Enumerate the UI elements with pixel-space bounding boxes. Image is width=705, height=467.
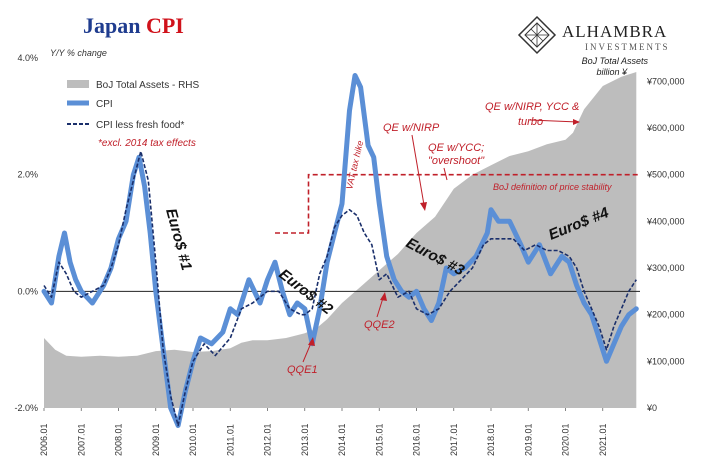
arrow-head-qe-nirp-ycc xyxy=(573,119,580,125)
series-core-cpi-line xyxy=(43,150,637,427)
annotation-euro1: Euro$ #1 xyxy=(162,207,195,273)
rhs-title-line2: billion ¥ xyxy=(596,67,628,77)
title-part-2: CPI xyxy=(146,13,184,38)
x-tick-label: 2009.01 xyxy=(151,423,161,456)
annotation-qe-ycc: QE w/YCC; xyxy=(428,142,484,154)
rhs-title-line1: BoJ Total Assets xyxy=(582,56,649,66)
arrow-head-qqe1 xyxy=(308,337,315,346)
annotation-stability: BoJ definition of price stability xyxy=(493,182,612,192)
annotation-qe-ycc-2: "overshoot" xyxy=(428,155,485,167)
x-tick-label: 2017.01 xyxy=(449,423,459,456)
x-tick-label: 2012.01 xyxy=(263,423,273,456)
chart-title: Japan CPI xyxy=(83,13,184,38)
legend-label-cpi: CPI xyxy=(96,99,113,110)
x-tick-label: 2015.01 xyxy=(374,423,384,456)
y2-tick-label: ¥0 xyxy=(646,403,657,413)
arrow-head-qe-nirp xyxy=(420,202,427,211)
x-tick-label: 2007.01 xyxy=(76,423,86,456)
y-tick-label: 0.0% xyxy=(17,286,38,296)
arrow-qqe1 xyxy=(302,342,312,363)
y-tick-label: 2.0% xyxy=(17,170,38,180)
price-stability-line xyxy=(275,173,640,234)
arrow-qe-nirp-ycc xyxy=(529,119,579,123)
x-tick-label: 2006.01 xyxy=(39,423,49,456)
legend-label-assets: BoJ Total Assets - RHS xyxy=(96,80,200,91)
x-tick-label: 2008.01 xyxy=(114,423,124,456)
plot-area xyxy=(41,72,640,428)
y2-tick-label: ¥600,000 xyxy=(646,123,685,133)
arrow-qe-ycc xyxy=(443,167,448,181)
y2-tick-label: ¥500,000 xyxy=(646,170,685,180)
alhambra-logo: ALHAMBRA INVESTMENTS xyxy=(517,15,670,55)
legend-label-core: CPI less fresh food* xyxy=(96,120,184,131)
annotation-qe-nirp-ycc-2: turbo xyxy=(518,116,543,128)
arrow-qe-nirp xyxy=(411,134,425,206)
legend-swatch-assets xyxy=(67,80,89,88)
legend: BoJ Total Assets - RHS CPI CPI less fres… xyxy=(67,80,200,149)
y2-tick-label: ¥400,000 xyxy=(646,216,685,226)
x-tick-label: 2020.01 xyxy=(561,423,571,456)
x-tick-label: 2014.01 xyxy=(337,423,347,456)
logo-sub: INVESTMENTS xyxy=(585,42,670,52)
annotation-qe-nirp: QE w/NIRP xyxy=(383,122,440,134)
series-assets-area xyxy=(44,72,637,408)
x-tick-label: 2018.01 xyxy=(486,423,496,456)
x-tick-label: 2010.01 xyxy=(188,423,198,456)
x-tick-label: 2016.01 xyxy=(412,423,422,456)
y2-tick-label: ¥300,000 xyxy=(646,263,685,273)
y2-tick-label: ¥100,000 xyxy=(646,356,685,366)
arrow-head-qqe2 xyxy=(380,292,387,301)
arrow-qqe2 xyxy=(376,297,384,318)
series-cpi-line xyxy=(41,73,639,428)
axes: 4.0% 2.0% 0.0% -2.0% ¥700,000 ¥600,000 ¥500,00… xyxy=(14,53,684,456)
annotation-qe-nirp-ycc: QE w/NIRP, YCC & xyxy=(485,101,579,113)
logo-mark-icon xyxy=(517,15,557,55)
y2-tick-label: ¥200,000 xyxy=(646,310,685,320)
x-tick-label: 2021.01 xyxy=(598,423,608,456)
x-tick-label: 2013.01 xyxy=(300,423,310,456)
annotation-qqe2: QQE2 xyxy=(364,319,395,331)
y-tick-label: 4.0% xyxy=(17,53,38,63)
y-axis-title: Y/Y % change xyxy=(50,48,107,58)
legend-note: *excl. 2014 tax effects xyxy=(98,138,196,149)
annotation-qqe1: QQE1 xyxy=(287,364,318,376)
y2-tick-label: ¥700,000 xyxy=(646,76,685,86)
x-tick-label: 2011.01 xyxy=(225,424,235,456)
logo-name: ALHAMBRA xyxy=(562,22,667,41)
x-tick-label: 2019.01 xyxy=(523,423,533,456)
title-part-1: Japan xyxy=(83,13,146,38)
y-tick-label: -2.0% xyxy=(14,403,38,413)
